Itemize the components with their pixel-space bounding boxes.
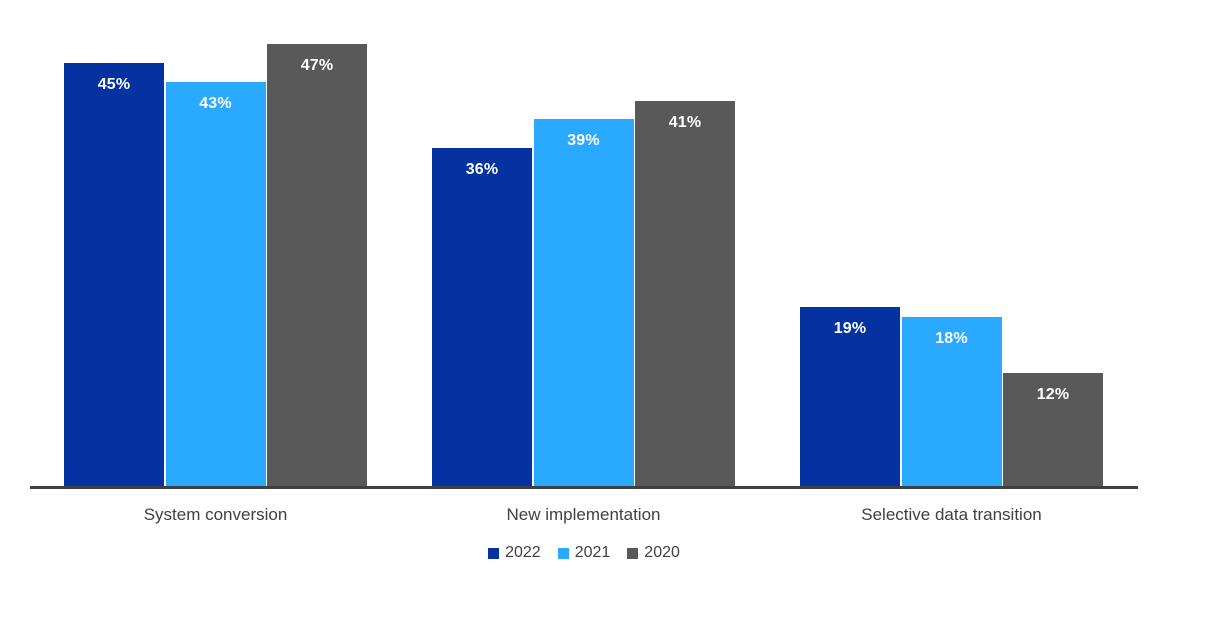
legend-item-2020: 2020 (627, 543, 680, 563)
x-axis-line (30, 486, 1138, 489)
bar-value-label-2020-system-conversion: 47% (300, 57, 334, 74)
bar-group-selective-data-transition: 19% 18% 12% (800, 307, 1103, 486)
legend-swatch-icon (488, 547, 500, 559)
bar-2020-selective-data-transition: 12% (1003, 373, 1103, 486)
bar-value-label-2020-new-implementation: 41% (668, 114, 702, 131)
category-label-selective-data-transition: Selective data transition (861, 505, 1042, 524)
bar-group-new-implementation: 36% 39% 41% (432, 101, 735, 486)
legend-label: 2021 (574, 544, 611, 561)
legend-swatch-icon (557, 547, 569, 559)
bar-value-label-2021-selective-data-transition: 18% (935, 330, 968, 347)
bar-2021-system-conversion: 43% (165, 82, 266, 486)
bar-value-label-2022-selective-data-transition: 19% (833, 320, 867, 337)
bar-value-label-2022-system-conversion: 45% (97, 76, 131, 93)
legend-swatch-icon (627, 547, 639, 559)
category-label-new-implementation: New implementation (506, 505, 661, 524)
bar-2020-new-implementation: 41% (635, 101, 735, 486)
bar-value-label-2020-selective-data-transition: 12% (1036, 386, 1070, 403)
bar-2021-new-implementation: 39% (533, 119, 634, 486)
bar-2021-selective-data-transition: 18% (901, 317, 1002, 486)
bar-2022-system-conversion: 45% (64, 63, 164, 486)
bar-value-label-2021-new-implementation: 39% (567, 132, 600, 149)
legend: 2022 2021 2020 (30, 543, 1138, 563)
bar-value-label-2021-system-conversion: 43% (199, 95, 232, 112)
bar-2022-new-implementation: 36% (432, 148, 532, 486)
legend-label: 2020 (644, 544, 680, 561)
bar-value-label-2022-new-implementation: 36% (465, 161, 499, 178)
category-label-system-conversion: System conversion (143, 505, 288, 524)
category-labels: System conversion New implementation Selec… (0, 504, 1206, 528)
legend-label: 2022 (505, 544, 541, 561)
legend-item-2021: 2021 (557, 543, 611, 563)
bar-2020-system-conversion: 47% (267, 44, 367, 486)
legend-item-2022: 2022 (488, 543, 541, 563)
bar-group-system-conversion: 45% 43% 47% (64, 44, 367, 486)
bar-2022-selective-data-transition: 19% (800, 307, 900, 486)
